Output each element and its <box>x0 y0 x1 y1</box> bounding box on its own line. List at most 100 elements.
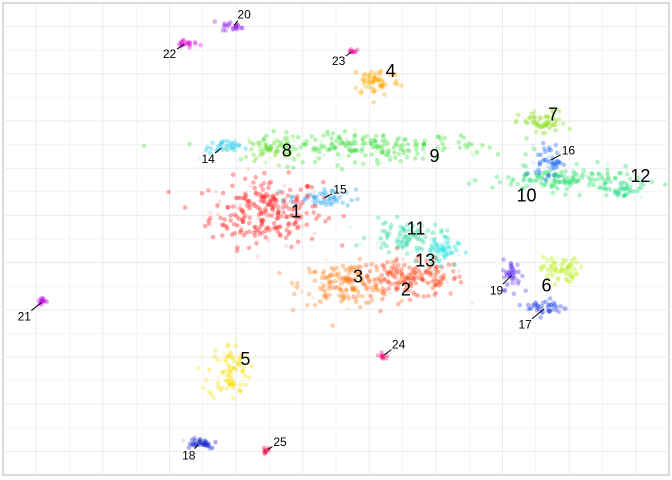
data-point <box>433 266 438 272</box>
data-point <box>345 203 351 208</box>
data-point <box>197 439 203 444</box>
data-point <box>549 302 554 308</box>
data-point <box>217 143 222 148</box>
data-point <box>254 155 259 161</box>
cluster-23-points <box>347 47 360 55</box>
data-point <box>490 185 495 190</box>
data-point <box>425 268 431 274</box>
data-point <box>570 274 575 280</box>
data-point <box>572 177 577 182</box>
data-point <box>336 271 342 276</box>
data-point <box>220 190 226 196</box>
data-point <box>228 352 234 357</box>
data-point <box>324 296 329 301</box>
data-point <box>315 198 321 204</box>
data-point <box>532 114 538 120</box>
data-point <box>537 161 543 167</box>
data-point <box>268 144 273 149</box>
data-point <box>533 301 538 307</box>
data-point <box>504 269 510 275</box>
data-point <box>225 204 230 210</box>
data-point <box>243 193 249 199</box>
data-point <box>345 140 350 145</box>
data-point <box>222 23 228 28</box>
data-point <box>343 143 349 149</box>
cluster-10-points <box>466 159 668 198</box>
data-point <box>332 145 338 151</box>
data-point <box>385 149 391 155</box>
data-point <box>301 198 306 203</box>
data-point <box>314 194 320 200</box>
data-point <box>328 196 333 201</box>
data-point <box>543 299 548 305</box>
data-point <box>295 281 300 286</box>
data-point <box>379 352 384 357</box>
data-point <box>557 179 563 185</box>
data-point <box>546 114 551 120</box>
data-point <box>342 295 347 301</box>
data-point <box>350 49 356 54</box>
data-point <box>441 248 446 254</box>
data-point <box>266 193 271 199</box>
data-point <box>216 212 221 217</box>
data-point <box>306 291 312 297</box>
data-point <box>351 272 356 276</box>
data-point <box>361 81 367 86</box>
data-point <box>624 184 630 189</box>
data-point <box>320 179 326 185</box>
data-point <box>553 267 559 273</box>
data-point <box>579 175 584 180</box>
data-point <box>378 245 384 250</box>
data-point <box>218 140 224 146</box>
data-point <box>548 270 554 275</box>
cluster-14-points <box>203 138 249 156</box>
data-point <box>382 288 388 294</box>
data-point <box>290 155 295 160</box>
data-point <box>360 137 366 143</box>
data-point <box>238 361 243 366</box>
data-point <box>241 215 246 221</box>
cluster-label-12: 12 <box>630 166 650 186</box>
data-point <box>224 372 230 378</box>
data-point <box>258 211 264 217</box>
data-point <box>343 278 349 283</box>
data-point <box>439 229 444 235</box>
data-point <box>366 80 372 85</box>
data-point <box>368 293 374 299</box>
data-point <box>320 200 325 205</box>
data-point <box>447 245 453 251</box>
data-point <box>624 182 630 187</box>
data-point <box>339 166 345 172</box>
data-point <box>413 233 419 238</box>
data-point <box>383 356 389 361</box>
data-point <box>366 78 371 83</box>
data-point <box>550 184 555 189</box>
data-point <box>322 190 328 195</box>
data-point <box>240 370 245 375</box>
data-point <box>516 112 521 118</box>
data-point <box>235 195 241 201</box>
data-point <box>233 343 238 349</box>
data-point <box>313 203 318 209</box>
cluster-label-19: 19 <box>490 283 504 297</box>
data-point <box>311 147 316 153</box>
data-point <box>332 193 337 198</box>
data-point <box>236 142 242 148</box>
data-point <box>413 270 418 275</box>
data-point <box>260 152 265 157</box>
data-point <box>427 247 433 253</box>
label-leaders <box>30 20 561 450</box>
data-point <box>433 255 439 260</box>
data-point <box>405 275 411 281</box>
data-point <box>434 242 440 247</box>
data-point <box>375 353 381 358</box>
data-point <box>545 277 551 282</box>
data-point <box>353 276 359 281</box>
data-point <box>228 213 233 218</box>
data-point <box>268 146 274 152</box>
data-point <box>283 214 289 220</box>
data-point <box>215 381 221 387</box>
data-point <box>273 225 279 230</box>
data-point <box>613 188 619 194</box>
label-leader-24 <box>383 349 392 356</box>
